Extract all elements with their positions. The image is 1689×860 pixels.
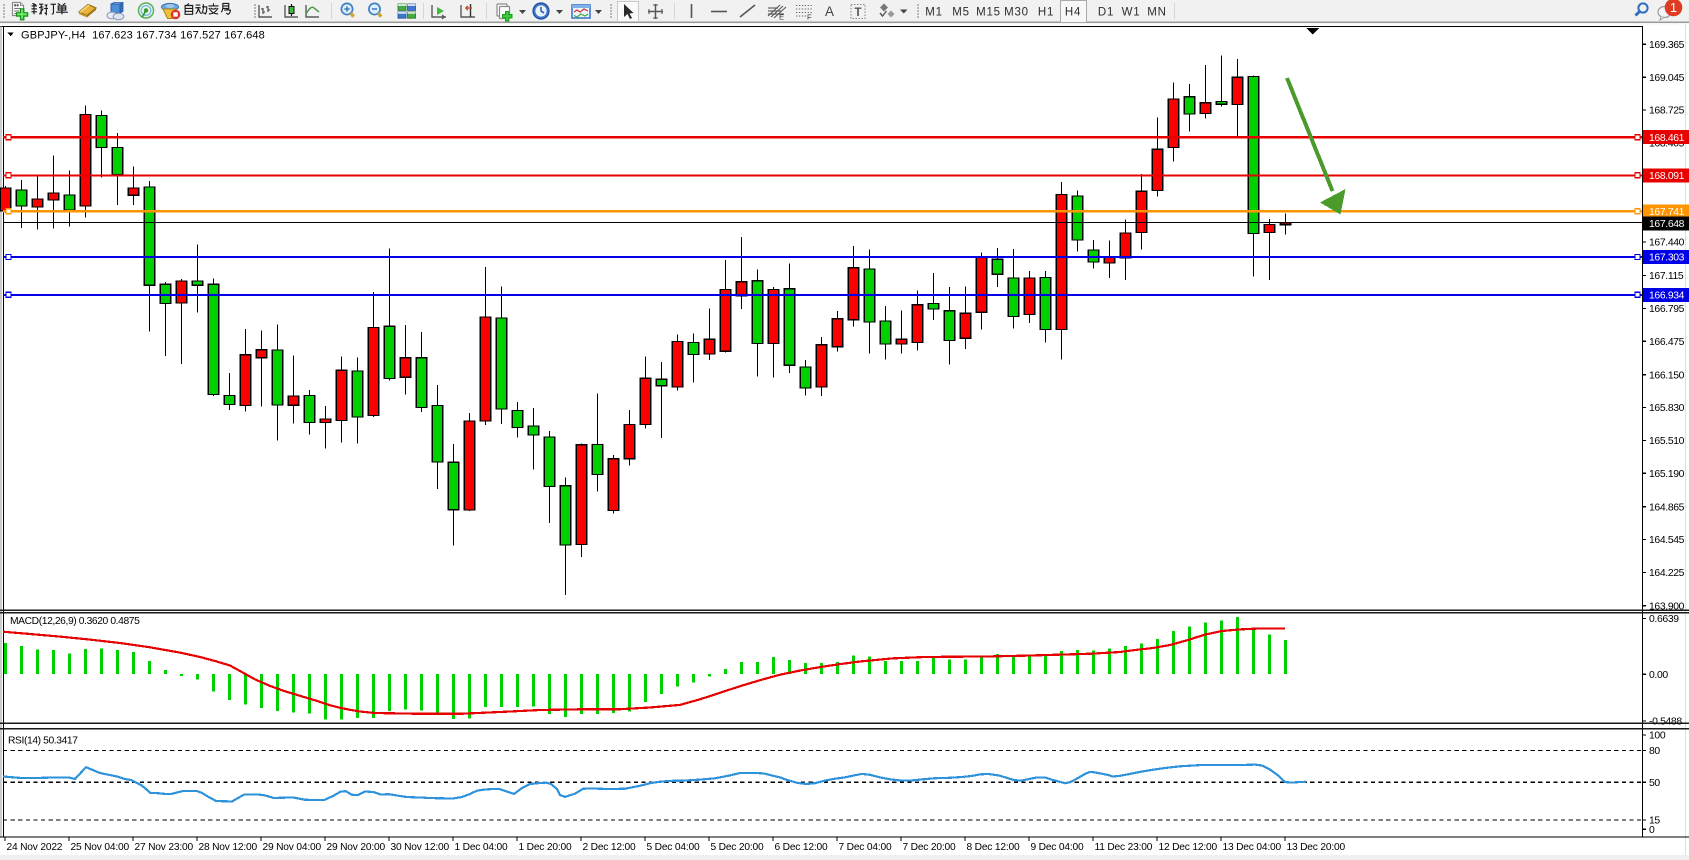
svg-text:1: 1 (1670, 0, 1677, 15)
svg-text:163.900: 163.900 (1649, 601, 1685, 612)
svg-text:27 Nov 23:00: 27 Nov 23:00 (135, 842, 194, 853)
svg-text:W1: W1 (1122, 7, 1141, 19)
svg-text:H1: H1 (1038, 7, 1054, 19)
svg-text:166.934: 166.934 (1649, 291, 1685, 302)
svg-text:169.365: 169.365 (1649, 40, 1685, 51)
svg-text:0.00: 0.00 (1649, 670, 1668, 681)
svg-text:12 Dec 12:00: 12 Dec 12:00 (1159, 842, 1218, 853)
svg-text:165.190: 165.190 (1649, 469, 1685, 480)
svg-text:GBPJPY-,H4 167.623 167.734 16: GBPJPY-,H4 167.623 167.734 167.527 167.6… (21, 29, 265, 41)
svg-text:168.461: 168.461 (1649, 133, 1685, 144)
svg-text:H4: H4 (1065, 7, 1081, 19)
svg-text:166.150: 166.150 (1649, 370, 1685, 381)
svg-text:8 Dec 12:00: 8 Dec 12:00 (967, 842, 1020, 853)
svg-text:13 Dec 20:00: 13 Dec 20:00 (1287, 842, 1346, 853)
svg-text:80: 80 (1649, 746, 1660, 757)
svg-text:5 Dec 04:00: 5 Dec 04:00 (647, 842, 700, 853)
svg-text:9 Dec 04:00: 9 Dec 04:00 (1031, 842, 1084, 853)
svg-text:164.545: 164.545 (1649, 535, 1685, 546)
svg-text:7 Dec 04:00: 7 Dec 04:00 (839, 842, 892, 853)
svg-text:168.091: 168.091 (1649, 171, 1685, 182)
svg-text:6 Dec 12:00: 6 Dec 12:00 (775, 842, 828, 853)
svg-text:166.475: 166.475 (1649, 337, 1685, 348)
svg-text:13 Dec 04:00: 13 Dec 04:00 (1223, 842, 1282, 853)
svg-text:167.440: 167.440 (1649, 238, 1685, 249)
svg-text:167.303: 167.303 (1649, 253, 1685, 264)
svg-text:T: T (855, 7, 862, 19)
svg-text:167.648: 167.648 (1649, 219, 1685, 230)
svg-text:2 Dec 12:00: 2 Dec 12:00 (583, 842, 636, 853)
svg-text:M1: M1 (925, 7, 943, 19)
svg-text:28 Nov 12:00: 28 Nov 12:00 (199, 842, 258, 853)
svg-text:MACD(12,26,9) 0.3620 0.4875: MACD(12,26,9) 0.3620 0.4875 (10, 616, 140, 627)
svg-text:166.795: 166.795 (1649, 304, 1685, 315)
svg-text:A: A (825, 4, 834, 19)
svg-text:1 Dec 04:00: 1 Dec 04:00 (455, 842, 508, 853)
svg-text:F: F (807, 13, 812, 22)
svg-text:7 Dec 20:00: 7 Dec 20:00 (903, 842, 956, 853)
svg-text:168.725: 168.725 (1649, 106, 1685, 117)
svg-text:E: E (779, 13, 784, 22)
svg-text:164.865: 164.865 (1649, 502, 1685, 513)
svg-text:50: 50 (1649, 778, 1660, 789)
svg-text:0.6639: 0.6639 (1649, 614, 1679, 625)
svg-text:11 Dec 23:00: 11 Dec 23:00 (1095, 842, 1153, 853)
svg-text:D1: D1 (1098, 7, 1114, 19)
svg-text:5 Dec 20:00: 5 Dec 20:00 (711, 842, 764, 853)
svg-text:165.830: 165.830 (1649, 403, 1685, 414)
svg-text:RSI(14) 50.3417: RSI(14) 50.3417 (8, 736, 78, 747)
svg-text:24 Nov 2022: 24 Nov 2022 (7, 842, 63, 853)
svg-text:169.045: 169.045 (1649, 73, 1685, 84)
svg-text:MN: MN (1147, 7, 1167, 19)
svg-text:100: 100 (1649, 731, 1666, 742)
svg-text:M30: M30 (1004, 7, 1029, 19)
svg-text:-0.5488: -0.5488 (1649, 717, 1682, 728)
svg-text:M15: M15 (976, 7, 1001, 19)
svg-text:29 Nov 20:00: 29 Nov 20:00 (327, 842, 386, 853)
svg-text:165.510: 165.510 (1649, 436, 1685, 447)
svg-text:167.115: 167.115 (1649, 271, 1684, 282)
svg-text:30 Nov 12:00: 30 Nov 12:00 (391, 842, 450, 853)
svg-text:15: 15 (1649, 816, 1660, 827)
svg-text:0: 0 (1649, 825, 1655, 836)
svg-text:M5: M5 (952, 7, 970, 19)
svg-text:164.225: 164.225 (1649, 568, 1685, 579)
svg-text:1 Dec 20:00: 1 Dec 20:00 (519, 842, 572, 853)
svg-text:25 Nov 04:00: 25 Nov 04:00 (71, 842, 130, 853)
svg-text:29 Nov 04:00: 29 Nov 04:00 (263, 842, 322, 853)
svg-text:167.741: 167.741 (1649, 207, 1685, 218)
